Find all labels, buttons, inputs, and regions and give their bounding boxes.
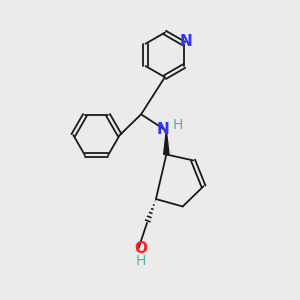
Polygon shape xyxy=(164,131,169,154)
Text: H: H xyxy=(172,118,183,132)
Text: N: N xyxy=(179,34,192,49)
Text: H: H xyxy=(136,254,146,268)
Text: O: O xyxy=(135,242,148,256)
Text: N: N xyxy=(156,122,169,137)
